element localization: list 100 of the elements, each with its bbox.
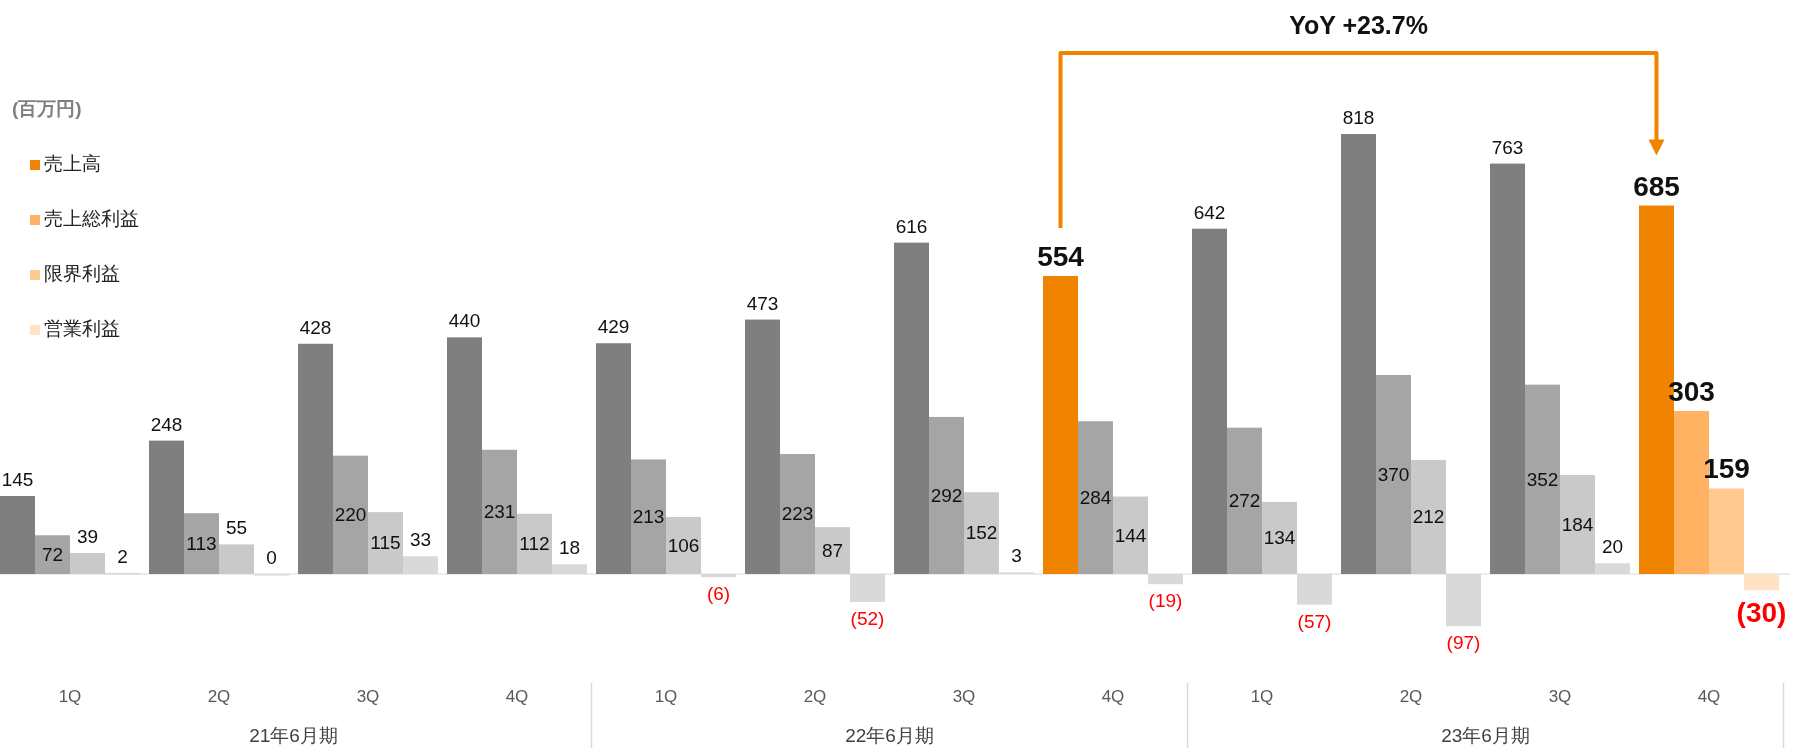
bar: [1078, 421, 1113, 574]
x-tick-label: 1Q: [1250, 687, 1274, 706]
data-label: (30): [1736, 597, 1787, 629]
data-label: 152: [965, 522, 998, 544]
bar: [1043, 276, 1078, 574]
bar: [35, 535, 70, 574]
bar: [1262, 501, 1297, 574]
data-label: 20: [1601, 536, 1624, 558]
data-label: (19): [1148, 590, 1183, 612]
bar: [929, 416, 964, 574]
bar: [631, 459, 666, 574]
bar: [1560, 475, 1595, 574]
x-tick-label: 4Q: [1697, 687, 1721, 706]
data-label: 220: [334, 504, 367, 526]
data-label: 55: [225, 517, 248, 539]
data-label: 473: [746, 292, 779, 314]
bar: [1341, 134, 1376, 574]
bar: [70, 553, 105, 574]
data-label: (97): [1446, 632, 1481, 654]
x-tick-label: 4Q: [1101, 687, 1125, 706]
bar: [184, 513, 219, 574]
data-label: 429: [597, 316, 630, 338]
data-label: 144: [1114, 524, 1147, 546]
data-label: 145: [1, 469, 34, 490]
data-label: 134: [1263, 527, 1296, 549]
bar: [1490, 163, 1525, 574]
text: 23年6月期: [1441, 725, 1530, 746]
bar: [333, 455, 368, 574]
data-label: 72: [41, 543, 64, 565]
bar: [1709, 488, 1744, 574]
data-label: 292: [930, 484, 963, 506]
x-tick-label: 3Q: [356, 687, 380, 706]
x-tick-label: 3Q: [952, 687, 976, 706]
x-tick-label: 1Q: [654, 687, 678, 706]
data-label: 3: [1011, 545, 1022, 567]
data-label: (6): [706, 583, 731, 605]
data-label: 2: [117, 545, 128, 567]
data-label: 106: [667, 534, 700, 556]
data-label: 0: [266, 547, 277, 568]
data-label: 223: [781, 503, 814, 525]
bar: [1411, 459, 1446, 574]
data-label: 554: [1037, 241, 1085, 272]
x-tick-label: 2Q: [1399, 687, 1423, 706]
data-label: 213: [632, 506, 665, 528]
bar: [1113, 496, 1148, 574]
data-label: 33: [409, 529, 432, 551]
bar: [517, 513, 552, 574]
bar: [1376, 374, 1411, 574]
data-label: 184: [1561, 513, 1594, 535]
bar: [1192, 228, 1227, 574]
bar: [447, 337, 482, 574]
data-label: 39: [76, 526, 99, 548]
data-label: 18: [558, 537, 581, 559]
data-label: 231: [483, 501, 516, 523]
legend-label: 営業利益: [44, 318, 120, 339]
data-label: 352: [1526, 468, 1559, 490]
data-label: 87: [821, 539, 844, 561]
data-label: 113: [186, 532, 217, 554]
bar: [596, 343, 631, 574]
data-label: 112: [519, 533, 550, 555]
data-label: 818: [1342, 107, 1375, 128]
text: 22年6月期: [845, 725, 934, 746]
bar: [745, 319, 780, 574]
x-tick-label: 2Q: [207, 687, 231, 706]
x-tick-label: 3Q: [1548, 687, 1572, 706]
data-label: 212: [1412, 506, 1445, 528]
data-label: 685: [1633, 170, 1680, 202]
data-label: (52): [850, 607, 885, 629]
legend-label: 限界利益: [44, 263, 120, 284]
data-label: 616: [895, 215, 928, 237]
bar: [964, 492, 999, 574]
data-label: 428: [299, 316, 332, 338]
bar: [815, 527, 850, 574]
data-label: (57): [1297, 610, 1332, 632]
data-label: 115: [370, 532, 401, 554]
bar: [894, 242, 929, 574]
data-label: 370: [1377, 463, 1410, 485]
y-axis-title: (百万円): [12, 98, 82, 119]
bar: [482, 449, 517, 574]
bar: [780, 454, 815, 574]
x-tick-label: 4Q: [505, 687, 529, 706]
x-tick-label: 2Q: [803, 687, 827, 706]
data-label: 284: [1079, 486, 1112, 508]
text: YoY +23.7%: [1289, 11, 1428, 39]
bar: [219, 544, 254, 574]
legend-label: 売上高: [44, 153, 101, 174]
bar: [149, 440, 184, 574]
bar: [1525, 384, 1560, 574]
data-label: 248: [150, 413, 183, 435]
data-label: 272: [1228, 490, 1261, 512]
bar: [298, 343, 333, 574]
legend-label: 売上総利益: [44, 208, 139, 229]
data-label: 440: [448, 310, 481, 332]
x-tick-label: 1Q: [58, 687, 82, 706]
bar: [368, 512, 403, 574]
text: 21年6月期: [249, 725, 338, 746]
bar: [0, 496, 35, 574]
data-label: 763: [1491, 136, 1524, 158]
bar: [1227, 427, 1262, 574]
bar: [1744, 574, 1779, 591]
